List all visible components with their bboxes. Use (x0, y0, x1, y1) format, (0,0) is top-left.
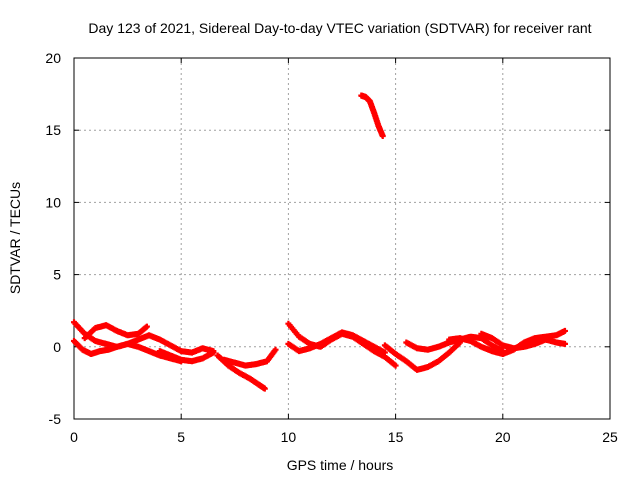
series-arc-10 (381, 339, 463, 373)
plot-frame (73, 57, 611, 420)
data-point (381, 349, 388, 356)
x-tick-label: 25 (602, 429, 618, 445)
data-marks (71, 92, 568, 392)
y-tick-label: 20 (45, 50, 61, 66)
y-tick-label: 5 (53, 267, 61, 283)
x-tick-label: 20 (495, 429, 511, 445)
series-arc-4 (156, 348, 217, 365)
x-axis-label: GPS time / hours (287, 457, 394, 473)
series-arc-8 (285, 329, 388, 356)
y-tick-label: -5 (49, 411, 62, 427)
grid-lines (74, 58, 610, 419)
axis-ticks: 0 5 10 15 20 25 -5 0 5 10 15 20 (45, 50, 618, 445)
data-point (210, 349, 217, 356)
series-arc-5 (214, 352, 268, 392)
plot-border (73, 57, 611, 420)
series-arc-6 (221, 346, 279, 369)
data-point (392, 362, 399, 369)
series-arc-3 (81, 322, 150, 342)
y-tick-label: 10 (45, 194, 61, 210)
data-point (379, 132, 386, 139)
data-point (143, 323, 150, 330)
x-tick-label: 15 (388, 429, 404, 445)
x-tick-label: 10 (281, 429, 297, 445)
chart-title: Day 123 of 2021, Sidereal Day-to-day VTE… (88, 20, 591, 36)
y-tick-label: 15 (45, 122, 61, 138)
x-tick-label: 5 (177, 429, 185, 445)
series-arc-12 (446, 327, 568, 358)
data-point (272, 346, 279, 353)
series-arc-7 (285, 320, 399, 369)
x-tick-label: 0 (70, 429, 78, 445)
data-point (561, 340, 568, 347)
series-arc-13 (478, 330, 568, 352)
data-point (561, 327, 568, 334)
series-arc-9 (358, 92, 386, 139)
y-axis-label: SDTVAR / TECUs (7, 182, 23, 294)
data-point (261, 385, 268, 392)
y-tick-label: 0 (53, 339, 61, 355)
